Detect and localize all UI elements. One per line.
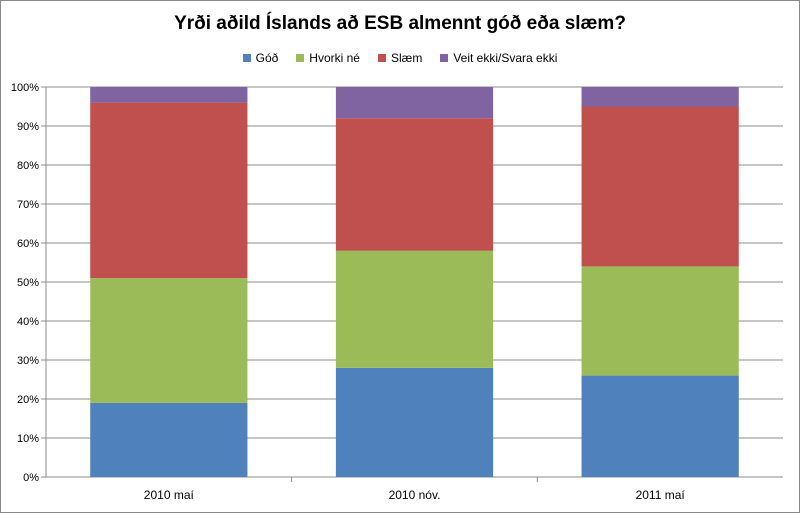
y-tick-label: 0% xyxy=(23,472,39,484)
bar-1-3 xyxy=(335,87,494,119)
bar-2-3 xyxy=(581,87,739,107)
legend-item-1: Hvorki né xyxy=(296,51,360,65)
bar-1-2 xyxy=(335,118,494,251)
bar-2-2 xyxy=(581,106,739,267)
y-tick-label: 50% xyxy=(17,277,39,289)
legend-label: Slæm xyxy=(390,51,423,65)
legend: Góð Hvorki né Slæm Veit ekki/Svara ekki xyxy=(1,51,799,65)
legend-label: Hvorki né xyxy=(309,51,360,65)
bar-1-0 xyxy=(335,367,494,477)
y-tick-label: 90% xyxy=(17,121,39,133)
legend-swatch xyxy=(296,54,305,62)
y-tick-label: 10% xyxy=(17,433,39,445)
y-tick-label: 80% xyxy=(17,160,39,172)
legend-item-0: Góð xyxy=(242,51,279,65)
legend-swatch xyxy=(242,54,251,62)
legend-item-2: Slæm xyxy=(377,51,423,65)
y-tick-label: 30% xyxy=(17,355,39,367)
bar-0-3 xyxy=(90,87,248,103)
legend-item-3: Veit ekki/Svara ekki xyxy=(440,51,557,65)
x-category-label: 2011 maí xyxy=(636,488,686,502)
legend-label: Veit ekki/Svara ekki xyxy=(453,51,558,65)
y-tick-label: 60% xyxy=(17,238,39,250)
bar-2-0 xyxy=(581,375,739,477)
x-category-label: 2010 nóv. xyxy=(389,488,441,502)
chart-title: Yrði aðild Íslands að ESB almennt góð eð… xyxy=(174,13,626,34)
y-tick-label: 70% xyxy=(17,199,39,211)
legend-swatch xyxy=(440,54,449,62)
y-tick-label: 100% xyxy=(11,82,39,94)
y-tick-label: 40% xyxy=(17,316,39,328)
legend-swatch xyxy=(377,54,386,62)
legend-label: Góð xyxy=(255,51,279,65)
bar-2-1 xyxy=(581,266,739,376)
y-tick-label: 20% xyxy=(17,394,39,406)
bar-0-2 xyxy=(90,102,248,279)
x-category-label: 2010 maí xyxy=(144,488,195,502)
bar-1-1 xyxy=(335,250,494,368)
bar-0-1 xyxy=(90,278,248,403)
bar-0-0 xyxy=(90,402,248,477)
